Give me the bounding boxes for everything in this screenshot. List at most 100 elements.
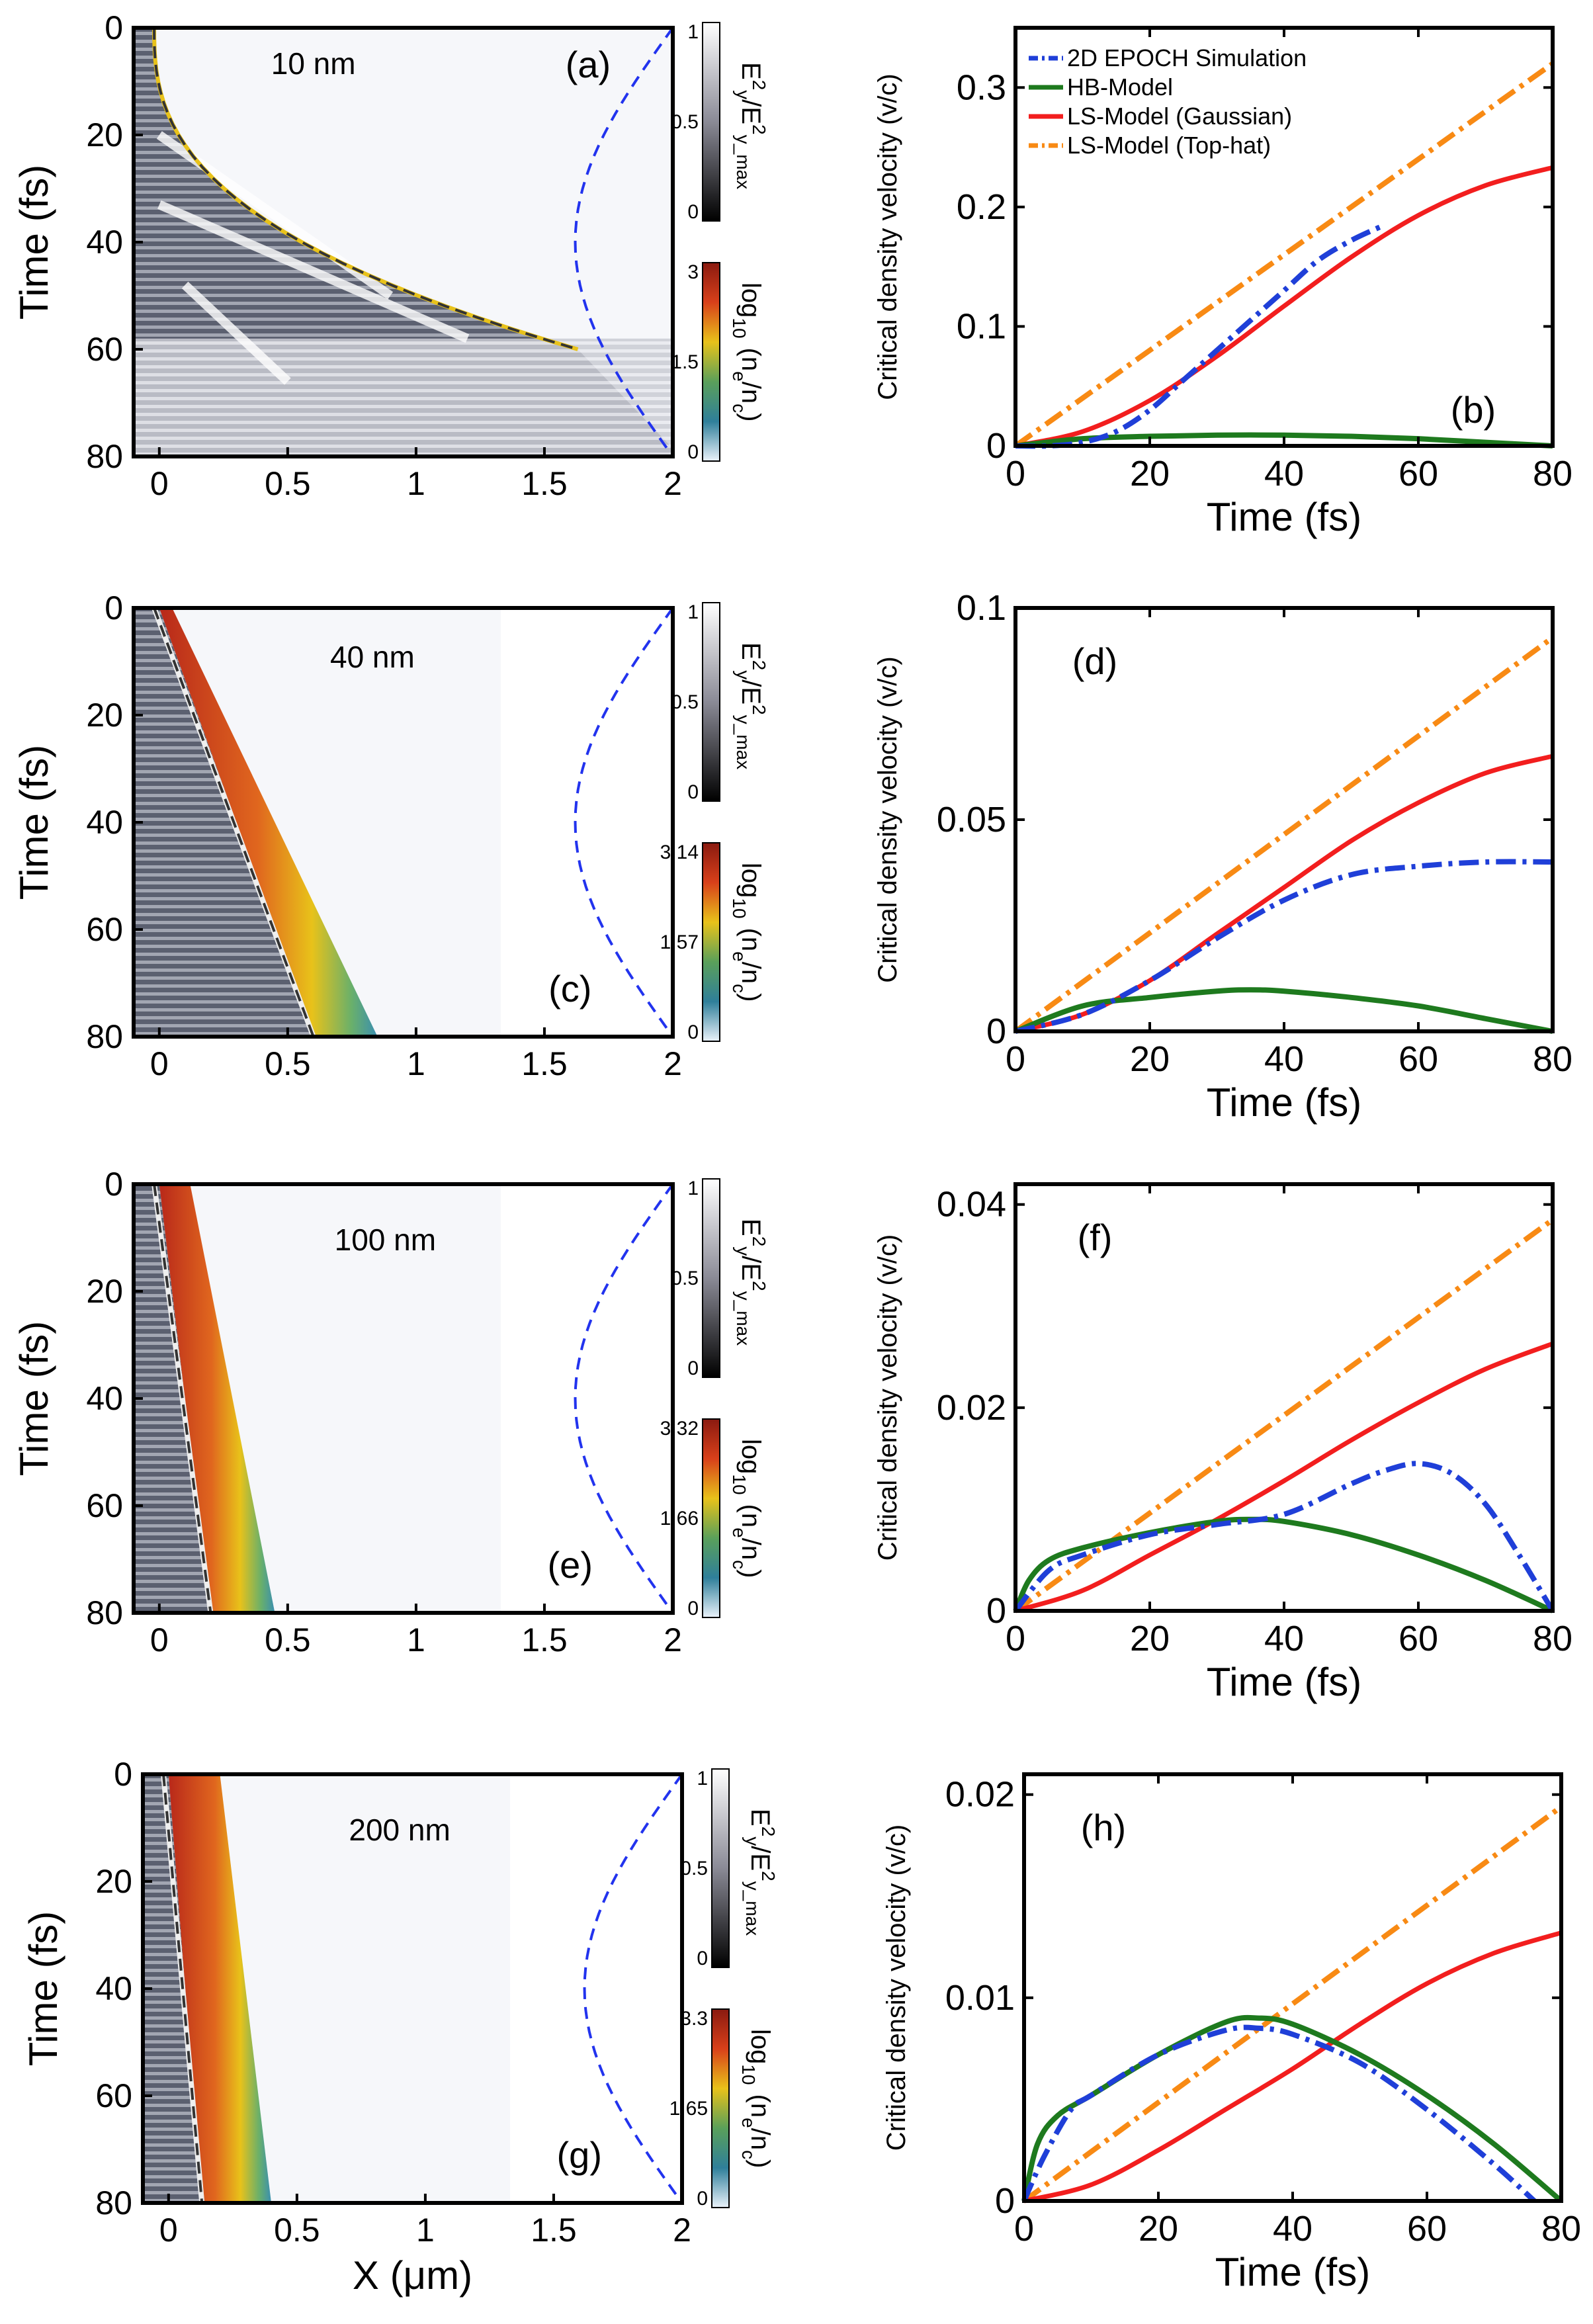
thickness-label: 200 nm: [349, 1813, 450, 1847]
colorbar-field-tick: 0: [697, 1948, 708, 1969]
x-tick-label: 80: [1533, 454, 1572, 494]
y-tick-label: 0.1: [957, 588, 1006, 628]
colorbar-density-label-part: (n: [746, 2094, 775, 2118]
colorbar-density-label-text: log10 (ne/nc): [729, 282, 765, 421]
x-tick-label: 60: [1407, 2209, 1447, 2249]
x-tick-label: 0: [150, 1045, 169, 1082]
y-tick-label: 0: [995, 2181, 1015, 2221]
plasma-band: [159, 1184, 275, 1613]
colorbar-density-label-part: c: [729, 1560, 750, 1569]
colorbar-density-label-part: /n: [736, 1538, 765, 1560]
x-tick-label: 80: [1533, 1039, 1572, 1079]
x-axis-label: Time (fs): [1207, 1080, 1361, 1125]
panel-label: (b): [1451, 389, 1496, 431]
thickness-label: 100 nm: [335, 1223, 436, 1257]
x-tick-label: 60: [1399, 1619, 1438, 1658]
y-tick-label: 0.3: [957, 67, 1006, 107]
chart-panel-d: 0 20 40 60 80 0 0.05 0.1 Time (fs) Critical densi…: [873, 588, 1572, 1125]
x-tick-label: 40: [1264, 454, 1304, 494]
colorbar-field-label-part: /E: [736, 99, 765, 124]
x-tick-label: 1.5: [521, 1621, 568, 1658]
y-tick-label: 0.05: [937, 800, 1006, 839]
x-axis-label: X (μm): [353, 2253, 472, 2298]
colorbar-field-tick: 0.5: [680, 1858, 708, 1879]
colorbar-field-label-part: 2: [749, 124, 769, 135]
x-tick-label: 0: [159, 2212, 178, 2249]
colorbar-density-label-part: e: [729, 371, 750, 382]
series-ls-model-top-hat: [1013, 635, 1555, 1034]
y-axis-label: Critical density velocity (v/c): [873, 656, 902, 982]
series-hb-model: [1013, 1516, 1554, 1614]
series-ls-model-top-hat: [1022, 1804, 1563, 2204]
series-hb-model: [1021, 2014, 1563, 2204]
panel-label: (a): [566, 44, 611, 85]
x-tick-label: 40: [1264, 1039, 1304, 1079]
colorbar-density-label-part: c: [738, 2150, 759, 2159]
colorbar-field: [702, 22, 720, 222]
y-tick-label: 20: [95, 1863, 132, 1900]
x-tick-label: 60: [1399, 454, 1438, 494]
colorbar-density-tick: 3.32: [660, 1418, 699, 1440]
x-tick-label: 0: [1006, 1619, 1025, 1658]
x-axis-label: Time (fs): [1207, 1660, 1361, 1704]
y-axis-label: Time (fs): [12, 165, 56, 320]
colorbar-density-label-part: 10: [729, 318, 750, 338]
colorbar-density-label-part: c: [729, 984, 750, 993]
y-tick-label: 0: [105, 9, 123, 46]
chart-panel-b: 0 20 40 60 80 0 0.1 0.2 0.3 Time (fs) Critical den…: [873, 26, 1572, 539]
series-2d-epoch-simulation: [1013, 1461, 1555, 1613]
colorbar-field-label-text: E2y/E2y_max: [742, 1809, 779, 1936]
panel-label: (c): [548, 968, 591, 1010]
colorbar-field: [702, 1178, 720, 1378]
colorbar-field-tick: 0.5: [671, 1268, 699, 1289]
colorbar-field: [711, 1768, 730, 1968]
y-tick-label: 60: [86, 1487, 123, 1524]
colorbar-density-tick: 0: [687, 1021, 699, 1043]
y-tick-label: 0: [105, 589, 123, 626]
x-tick-label: 0: [1006, 454, 1025, 494]
x-tick-label: 20: [1139, 2209, 1178, 2249]
colorbar-density-tick: 1.57: [660, 931, 699, 953]
colorbar-field-label-part: 2: [749, 1236, 769, 1247]
colorbar-field-label-part: 2: [758, 1827, 779, 1837]
colorbar-density-label-part: log: [736, 282, 765, 318]
legend-label: LS-Model (Gaussian): [1067, 103, 1292, 130]
vacuum-region: [509, 1774, 682, 2203]
pulse-envelope: [574, 1184, 673, 1613]
colorbar-field-label-part: y_max: [742, 1881, 763, 1936]
x-tick-label: 1: [416, 2212, 435, 2249]
x-tick-label: 2: [664, 1621, 682, 1658]
hb-front-dashed: [153, 1184, 212, 1613]
x-tick-label: 1: [407, 1045, 425, 1082]
y-axis-label: Critical density velocity (v/c): [882, 1825, 911, 2151]
x-tick-label: 0.5: [265, 465, 311, 502]
colorbar-field-tick: 1: [687, 21, 699, 43]
colorbar-field-label-part: y: [733, 1246, 753, 1256]
colorbar-field: [702, 602, 720, 802]
series-2d-epoch-simulation: [1015, 859, 1553, 1034]
plot-content: [134, 28, 673, 456]
series-2d-epoch-simulation: [1015, 222, 1386, 449]
legend-label: LS-Model (Top-hat): [1067, 132, 1271, 159]
x-axis-label: Time (fs): [1207, 495, 1361, 539]
x-axis-label: Time (fs): [1215, 2250, 1370, 2294]
colorbar-field-label-part: 2: [749, 1281, 769, 1291]
y-axis-label: Critical density velocity (v/c): [873, 73, 902, 400]
colorbar-field-label-part: 2: [749, 705, 769, 715]
colorbar-field-label-part: /E: [746, 1846, 775, 1871]
y-tick-label: 0.04: [937, 1185, 1006, 1225]
colorbar-field-tick: 0.5: [671, 691, 699, 713]
colorbar-density-label-text: log10 (ne/nc): [729, 1439, 765, 1578]
thickness-label: 40 nm: [330, 640, 415, 674]
colorbar-density: [702, 1418, 720, 1618]
x-tick-label: 1.5: [531, 2212, 577, 2249]
y-tick-label: 80: [86, 1018, 123, 1055]
colorbar-field-tick: 1: [687, 601, 699, 623]
colorbar-density-tick: 1.5: [671, 351, 699, 373]
colorbar-density-label-part: ): [736, 993, 765, 1002]
x-tick-label: 40: [1264, 1619, 1304, 1658]
y-tick-label: 40: [86, 224, 123, 261]
